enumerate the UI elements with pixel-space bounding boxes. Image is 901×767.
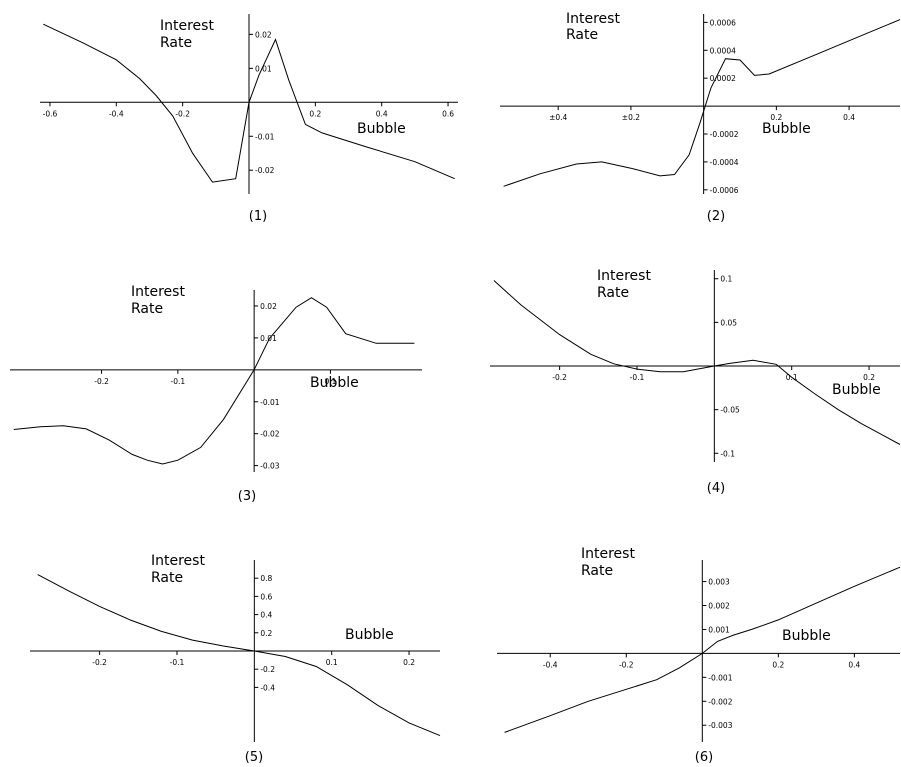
y-axis-title-line1-4: Interest [597,268,651,284]
y-tick-label-4-1: 0.05 [720,318,737,327]
y-tick-label-6-1: 0.002 [708,602,730,611]
series-line-4 [493,280,901,445]
x-tick-label-5-1: -0.1 [170,658,185,667]
y-tick-label-2-4: -0.0004 [710,158,739,167]
y-tick-label-2-1: 0.0004 [710,46,736,55]
y-tick-label-1-3: -0.02 [255,166,275,175]
chart-panel-1: -0.6 -0.4 -0.2 0.2 0.4 0.6 0.02 0.01 -0.01 -0.02 I… [40,14,458,224]
y-tick-label-2-3: -0.0002 [710,130,739,139]
y-tick-label-6-3: -0.001 [708,673,732,682]
chart-panel-6: -0.4 -0.2 0.2 0.4 0.003 0.002 0.001 -0.001 -0.00… [497,546,901,765]
y-tick-label-1-2: -0.01 [255,132,275,141]
chart-caption-5: (5) [245,750,263,765]
x-tick-label-1-2: -0.2 [175,109,190,118]
y-tick-label-4-3: -0.1 [720,449,735,458]
y-axis-title-line1-2: Interest [566,11,620,27]
x-tick-label-3-0: -0.2 [94,377,109,386]
x-tick-label-2-2: 0.2 [770,113,782,122]
x-tick-label-1-4: 0.4 [376,109,388,118]
x-axis-title-5: Bubble [345,627,394,643]
x-tick-label-4-0: -0.2 [552,373,567,382]
y-tick-label-3-3: -0.02 [260,430,280,439]
x-tick-label-5-3: 0.2 [403,658,415,667]
chart-panel-2: ±0.4 ±0.2 0.2 0.4 0.0006 0.0004 0.0002 -0.0002 -… [500,11,901,224]
y-tick-label-1-0: 0.02 [255,30,272,39]
x-tick-label-6-3: 0.4 [848,660,860,669]
y-tick-label-3-2: -0.01 [260,398,280,407]
chart-caption-1: (1) [249,209,267,224]
chart-caption-2: (2) [707,209,725,224]
y-axis-title-line2-1: Rate [160,35,192,51]
y-axis-title-line2-2: Rate [566,27,598,43]
y-axis-title-line2-6: Rate [581,563,613,579]
y-axis-title-line1-1: Interest [160,18,214,34]
x-tick-label-3-2: 0.1 [324,377,336,386]
y-tick-label-4-2: -0.05 [720,406,740,415]
x-axis-title-4: Bubble [832,382,881,398]
y-tick-label-4-0: 0.1 [720,275,732,284]
x-axis-title-3: Bubble [310,375,359,391]
x-tick-label-2-3: 0.4 [843,113,855,122]
chart-panel-3: -0.2 -0.1 0.1 0.02 0.01 -0.01 -0.02 -0.03 Intere… [10,284,422,504]
series-line-5 [37,574,441,737]
y-tick-label-5-3: 0.2 [260,629,272,638]
x-tick-label-4-3: 0.2 [863,373,875,382]
x-tick-label-2-0: ±0.4 [549,113,567,122]
y-axis-title-line2-4: Rate [597,285,629,301]
chart-caption-6: (6) [695,750,713,765]
y-tick-label-6-5: -0.003 [708,721,732,730]
y-tick-label-2-2: 0.0002 [710,74,736,83]
x-axis-title-1: Bubble [357,121,406,137]
y-axis-title-line2-3: Rate [131,301,163,317]
y-tick-label-5-5: -0.4 [260,683,275,692]
y-axis-title-line1-5: Interest [151,553,205,569]
x-axis-title-6: Bubble [782,628,831,644]
y-axis-title-line1-6: Interest [581,546,635,562]
y-tick-label-2-0: 0.0006 [710,18,736,27]
x-tick-label-4-1: -0.1 [630,373,645,382]
y-tick-label-2-5: -0.0006 [710,186,739,195]
x-axis-title-2: Bubble [762,121,811,137]
x-tick-label-6-2: 0.2 [772,660,784,669]
x-tick-label-1-0: -0.6 [43,109,58,118]
x-tick-label-6-1: -0.2 [619,660,634,669]
y-tick-label-5-0: 0.8 [260,574,272,583]
x-tick-label-1-5: 0.6 [442,109,454,118]
y-tick-label-6-4: -0.002 [708,697,732,706]
x-tick-label-2-1: ±0.2 [622,113,640,122]
series-line-2 [503,19,901,187]
series-line-6 [504,566,901,733]
x-tick-label-1-3: 0.2 [309,109,321,118]
y-tick-label-5-4: -0.2 [260,665,275,674]
y-axis-title-line2-5: Rate [151,570,183,586]
y-tick-label-1-1: 0.01 [255,64,272,73]
y-tick-label-6-2: 0.001 [708,625,730,634]
x-tick-label-5-0: -0.2 [92,658,107,667]
x-tick-label-6-0: -0.4 [543,660,558,669]
chart-caption-3: (3) [238,489,256,504]
chart-caption-4: (4) [707,481,725,496]
y-tick-label-3-1: 0.01 [260,334,277,343]
series-line-3 [13,297,415,465]
x-tick-label-3-1: -0.1 [171,377,186,386]
y-tick-label-3-4: -0.03 [260,462,280,471]
series-line-1 [43,23,455,183]
chart-panel-4: -0.2 -0.1 0.1 0.20.10.05-0.05-0.1InterestRa… [490,268,901,496]
x-tick-label-5-2: 0.1 [326,658,338,667]
y-axis-title-line1-3: Interest [131,284,185,300]
chart-panel-5: -0.2 -0.1 0.1 0.2 0.8 0.6 0.4 0.2 -0.2 -0.4 Intere… [30,553,441,765]
y-tick-label-3-0: 0.02 [260,302,277,311]
y-tick-label-6-0: 0.003 [708,578,730,587]
y-tick-label-5-2: 0.4 [260,611,272,620]
y-tick-label-5-1: 0.6 [260,592,272,601]
x-tick-label-1-1: -0.4 [109,109,124,118]
